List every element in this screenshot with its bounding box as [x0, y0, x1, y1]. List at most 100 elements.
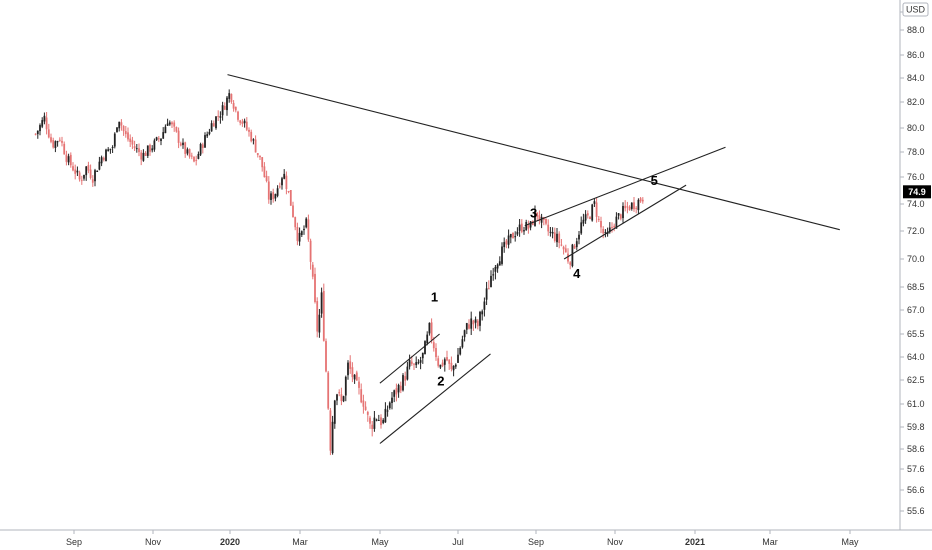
trendline-long-resistance[interactable]: [227, 74, 840, 231]
candle: [369, 415, 371, 429]
candle: [505, 239, 508, 249]
candle: [435, 343, 437, 361]
candle: [637, 198, 640, 214]
candle: [547, 219, 550, 236]
candle: [485, 281, 488, 305]
candle: [397, 383, 400, 398]
candle: [353, 374, 356, 384]
price-tick-label: 61.0: [907, 399, 925, 409]
candle: [465, 322, 468, 335]
candle: [333, 399, 336, 429]
candle: [265, 170, 268, 183]
candle: [617, 213, 620, 220]
candle: [303, 225, 305, 235]
wave-label-1: 1: [431, 290, 438, 305]
candle: [175, 126, 178, 133]
price-tick-label: 57.6: [907, 464, 925, 474]
price-tick-label: 55.6: [907, 506, 925, 516]
price-tick-label: 59.8: [907, 422, 925, 432]
candle: [628, 205, 631, 211]
candle: [322, 283, 325, 342]
candle: [58, 137, 61, 142]
candle: [578, 231, 580, 245]
candle: [406, 361, 409, 381]
candle: [199, 142, 202, 156]
candle: [281, 176, 283, 190]
candle: [384, 402, 387, 423]
candle: [463, 329, 466, 342]
candle: [69, 152, 72, 168]
candle: [569, 261, 572, 270]
trendline-wedge-upper[interactable]: [524, 146, 726, 227]
candle: [193, 156, 195, 163]
candle: [237, 110, 239, 122]
candle: [351, 362, 354, 383]
trendline-channel-upper[interactable]: [379, 333, 440, 384]
candle: [138, 143, 140, 157]
candle: [593, 198, 596, 207]
candle: [305, 217, 308, 229]
candle: [437, 355, 440, 368]
candle: [228, 89, 231, 103]
price-tick-label: 65.5: [907, 329, 925, 339]
candle: [472, 319, 475, 331]
trendline-channel-lower[interactable]: [379, 353, 491, 444]
time-tick-label: May: [841, 537, 859, 547]
candle: [267, 176, 270, 204]
candle: [498, 256, 501, 266]
candle: [318, 309, 321, 338]
candle: [270, 191, 272, 205]
price-tick-label: 80.0: [907, 123, 925, 133]
candle: [613, 223, 616, 232]
candle: [487, 280, 490, 290]
candle: [597, 216, 600, 222]
candle: [186, 147, 189, 156]
candle-series: [34, 89, 644, 456]
candle: [309, 238, 312, 270]
candle: [56, 140, 59, 147]
candle: [630, 202, 633, 211]
candle: [210, 120, 213, 132]
candle: [261, 157, 264, 172]
candle: [641, 197, 644, 204]
candle: [162, 127, 165, 139]
candle: [221, 101, 224, 121]
candle: [575, 237, 578, 251]
candle: [562, 245, 565, 255]
candle: [47, 123, 50, 139]
candle: [327, 370, 330, 410]
wave-label-5: 5: [651, 173, 658, 188]
trendline-layer[interactable]: [227, 74, 840, 444]
candle: [296, 222, 299, 246]
candle: [426, 331, 429, 346]
candle: [61, 136, 63, 147]
trendline-wedge-lower[interactable]: [563, 184, 687, 260]
price-tick-label: 56.6: [907, 485, 925, 495]
candle: [272, 188, 275, 203]
time-axis[interactable]: Sep Nov 2020 Mar May Jul Sep Nov 2021 Mar May: [66, 530, 859, 547]
candle: [208, 128, 211, 136]
candle: [153, 138, 156, 152]
candle: [177, 127, 180, 149]
candle: [446, 350, 448, 362]
candle: [393, 389, 396, 403]
candle: [344, 375, 347, 402]
currency-label: USD: [906, 5, 926, 15]
candle: [204, 132, 206, 148]
candle: [239, 119, 242, 126]
candle: [329, 408, 332, 456]
candle: [142, 149, 145, 162]
time-tick-label: Nov: [607, 537, 624, 547]
candle: [195, 155, 198, 166]
candle: [331, 415, 334, 455]
candle: [635, 206, 638, 214]
candle: [149, 143, 151, 156]
candle: [360, 383, 363, 404]
candle: [551, 227, 554, 239]
candle: [619, 213, 622, 221]
candle: [624, 200, 627, 212]
wave-label-layer: 1 2 3 4 5: [431, 173, 658, 389]
candle: [421, 352, 424, 364]
price-tick-label: 76.0: [907, 172, 925, 182]
